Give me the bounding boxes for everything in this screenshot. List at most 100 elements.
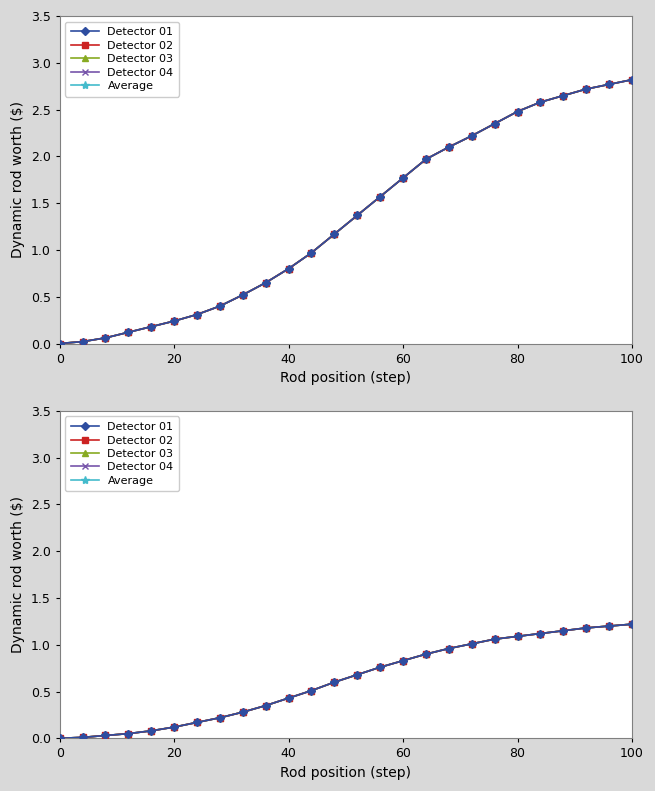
- Detector 02: [514, 107, 521, 116]
- Detector 04: [285, 264, 293, 274]
- Detector 02: [102, 731, 109, 740]
- Detector 04: [468, 639, 476, 649]
- Detector 02: [468, 639, 476, 649]
- Detector 02: [491, 119, 498, 128]
- Detector 01: [468, 131, 476, 141]
- Average: [559, 91, 567, 100]
- Detector 04: [376, 192, 384, 202]
- Detector 01: [514, 107, 521, 116]
- Average: [422, 649, 430, 659]
- Detector 03: [468, 131, 476, 141]
- Detector 01: [239, 707, 247, 717]
- Detector 01: [582, 623, 590, 633]
- X-axis label: Rod position (step): Rod position (step): [280, 766, 411, 780]
- Detector 02: [170, 316, 178, 326]
- Detector 02: [262, 278, 270, 287]
- Detector 01: [628, 75, 636, 85]
- Detector 01: [102, 333, 109, 343]
- Detector 04: [376, 663, 384, 672]
- Detector 04: [193, 717, 201, 727]
- Detector 03: [170, 722, 178, 732]
- Detector 03: [445, 644, 453, 653]
- Average: [445, 142, 453, 152]
- Line: Detector 03: Detector 03: [57, 622, 635, 741]
- Detector 04: [445, 142, 453, 152]
- Detector 03: [628, 619, 636, 629]
- Average: [468, 131, 476, 141]
- Detector 01: [605, 621, 613, 630]
- Average: [491, 634, 498, 644]
- Line: Detector 04: Detector 04: [57, 622, 635, 741]
- Detector 01: [376, 663, 384, 672]
- Detector 04: [56, 733, 64, 743]
- Detector 02: [491, 634, 498, 644]
- Average: [559, 626, 567, 635]
- Detector 01: [170, 722, 178, 732]
- Detector 01: [353, 210, 361, 220]
- Detector 03: [56, 733, 64, 743]
- Line: Detector 03: Detector 03: [57, 77, 635, 346]
- Average: [170, 722, 178, 732]
- Detector 03: [399, 656, 407, 665]
- Detector 01: [56, 733, 64, 743]
- Average: [376, 663, 384, 672]
- Detector 04: [399, 656, 407, 665]
- Detector 01: [491, 119, 498, 128]
- Detector 01: [239, 290, 247, 300]
- Detector 03: [124, 327, 132, 337]
- Average: [353, 670, 361, 679]
- Detector 02: [468, 131, 476, 141]
- Detector 03: [285, 264, 293, 274]
- Detector 03: [239, 290, 247, 300]
- Detector 04: [559, 91, 567, 100]
- Detector 03: [102, 731, 109, 740]
- Detector 02: [628, 619, 636, 629]
- Detector 04: [399, 173, 407, 183]
- Detector 03: [559, 626, 567, 635]
- Detector 01: [422, 154, 430, 164]
- Average: [216, 713, 224, 722]
- Detector 03: [468, 639, 476, 649]
- Detector 01: [193, 310, 201, 320]
- Detector 04: [308, 686, 316, 695]
- Detector 04: [79, 732, 86, 742]
- Detector 02: [628, 75, 636, 85]
- Detector 01: [216, 301, 224, 311]
- Detector 03: [124, 729, 132, 738]
- Detector 03: [308, 248, 316, 258]
- Line: Detector 04: Detector 04: [57, 77, 635, 346]
- Detector 04: [239, 707, 247, 717]
- Detector 01: [79, 337, 86, 346]
- Average: [147, 726, 155, 736]
- Detector 03: [147, 322, 155, 331]
- Detector 04: [605, 621, 613, 630]
- Detector 01: [559, 626, 567, 635]
- Detector 04: [422, 649, 430, 659]
- Average: [147, 322, 155, 331]
- Detector 01: [468, 639, 476, 649]
- Detector 02: [582, 85, 590, 94]
- Detector 01: [79, 732, 86, 742]
- Detector 01: [331, 229, 339, 239]
- Detector 04: [147, 322, 155, 331]
- Detector 03: [445, 142, 453, 152]
- Detector 04: [102, 731, 109, 740]
- Detector 02: [193, 310, 201, 320]
- Detector 04: [102, 333, 109, 343]
- Detector 02: [147, 322, 155, 331]
- Detector 01: [262, 701, 270, 710]
- Detector 02: [285, 694, 293, 703]
- X-axis label: Rod position (step): Rod position (step): [280, 371, 411, 385]
- Detector 01: [331, 677, 339, 687]
- Detector 03: [285, 694, 293, 703]
- Detector 04: [262, 701, 270, 710]
- Detector 02: [147, 726, 155, 736]
- Detector 02: [79, 732, 86, 742]
- Average: [468, 639, 476, 649]
- Legend: Detector 01, Detector 02, Detector 03, Detector 04, Average: Detector 01, Detector 02, Detector 03, D…: [66, 417, 179, 491]
- Detector 04: [170, 316, 178, 326]
- Detector 01: [582, 85, 590, 94]
- Detector 01: [422, 649, 430, 659]
- Detector 02: [239, 290, 247, 300]
- Detector 02: [422, 154, 430, 164]
